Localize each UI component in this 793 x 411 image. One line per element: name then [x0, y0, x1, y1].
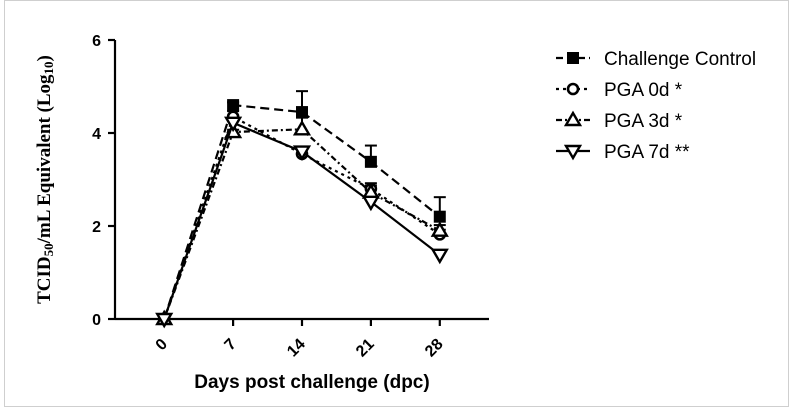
legend-marker — [566, 82, 580, 96]
y-axis-title-part: 10 — [41, 61, 56, 74]
data-point — [430, 221, 449, 237]
data-point — [227, 99, 240, 112]
legend-label: PGA 7d ** — [604, 142, 690, 163]
y-tick-label-4: 4 — [92, 126, 101, 143]
data-point — [433, 210, 446, 223]
data-point — [364, 155, 377, 168]
y-tick-label-0: 0 — [92, 312, 101, 329]
y-axis-title-part: ) — [34, 55, 55, 61]
chart-frame — [4, 0, 789, 407]
series-layer — [155, 90, 449, 329]
x-tick-label-28: 28 — [422, 336, 447, 361]
legend-marker — [563, 144, 583, 161]
y-axis-title-part: TCID — [34, 256, 55, 304]
data-point — [224, 116, 243, 133]
series-line — [163, 115, 441, 320]
series-4 — [155, 116, 449, 329]
legend-label: Challenge Control — [604, 49, 756, 70]
y-tick-label-6: 6 — [92, 33, 101, 50]
x-tick-label-7: 7 — [222, 336, 240, 354]
data-point — [296, 106, 308, 119]
legend-marker — [563, 110, 583, 127]
axes: 0 2 4 6 0 7 14 21 28 — [92, 33, 489, 360]
data-point — [155, 312, 174, 329]
legend-label: PGA 3d * — [604, 111, 683, 132]
x-axis-title: Days post challenge (dpc) — [194, 372, 429, 393]
data-point — [292, 145, 312, 161]
legend-item-2: PGA 0d * — [556, 80, 683, 101]
series-line — [163, 103, 441, 320]
x-tick-label-14: 14 — [284, 336, 309, 361]
y-axis-title-part: /mL Equivalent (Log — [34, 74, 55, 244]
data-point — [361, 195, 380, 212]
legend-item-3: PGA 3d * — [556, 110, 683, 132]
y-axis-title-part: 50 — [41, 243, 56, 256]
y-axis-title: TCID50/mL Equivalent (Log10) — [34, 55, 56, 304]
x-tick-label-21: 21 — [353, 336, 378, 361]
legend-marker — [567, 52, 579, 64]
x-tick-label-0: 0 — [153, 336, 171, 354]
legend-item-1: Challenge Control — [556, 49, 756, 70]
legend-label: PGA 0d * — [604, 80, 683, 101]
y-tick-label-2: 2 — [92, 219, 101, 236]
legend-item-4: PGA 7d ** — [556, 142, 690, 163]
data-point — [430, 248, 449, 265]
legend: Challenge Control PGA 0d * PGA 3d * PGA 7d … — [556, 49, 756, 163]
data-point — [292, 119, 312, 136]
